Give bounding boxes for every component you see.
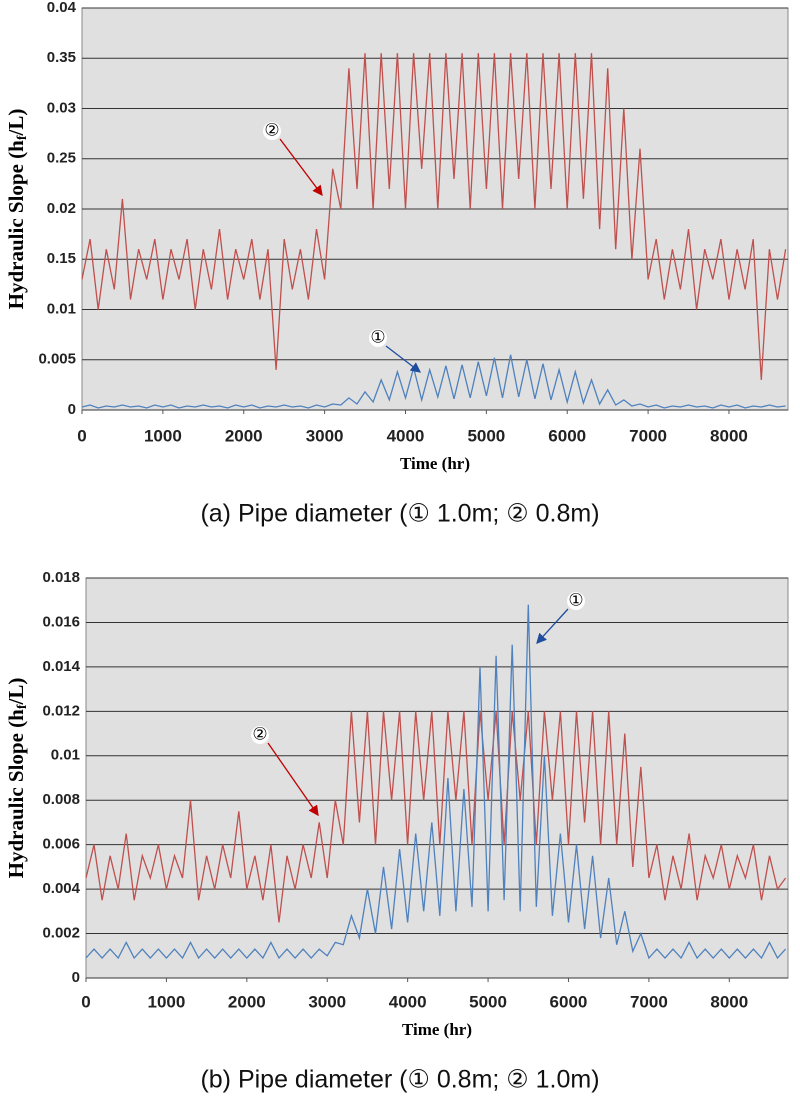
x-tick-label: 5000 [469,992,507,1011]
x-axis-title: Time (hr) [400,454,470,473]
y-tick-label: 0.03 [47,99,76,116]
y-tick-label: 0 [68,401,76,418]
annotation-circle [251,726,269,744]
x-tick-label: 8000 [710,426,748,445]
y-tick-label: 0.25 [47,150,76,167]
y-tick-label: 0.15 [47,250,76,267]
y-tick-label: 0.016 [42,613,80,630]
series-line [81,53,787,380]
x-tick-label: 7000 [629,426,667,445]
y-tick-label: 0.005 [38,351,76,368]
x-tick-label: 8000 [710,992,748,1011]
x-tick-label: 4000 [387,426,425,445]
y-tick-label: 0.01 [47,300,76,317]
y-tick-label: 0.04 [47,0,77,16]
x-tick-label: 1000 [147,992,185,1011]
annotation: ① [370,327,385,346]
annotation-arrow [536,608,569,644]
y-axis-title-part: Hydraulic Slope (h [4,140,28,310]
x-tick-label: 0 [81,992,90,1011]
annotation: ② [264,120,279,139]
y-axis-title-sub: f [15,704,30,709]
annotation: ① [568,590,583,609]
series-line [85,604,787,960]
series-line [85,711,787,923]
y-axis-title-sub: f [15,135,30,140]
caption: (a) Pipe diameter (① 1.0m; ② 0.8m) [200,500,599,528]
x-tick-label: 6000 [550,992,588,1011]
plot-area [85,577,789,979]
y-axis-title: Hydraulic Slope (hf/L) [4,109,30,310]
x-tick-label: 5000 [467,426,505,445]
x-tick-label: 2000 [228,992,266,1011]
y-tick-label: 0.01 [51,747,80,764]
x-tick-label: 3000 [306,426,344,445]
x-tick-label: 7000 [630,992,668,1011]
y-tick-label: 0.006 [42,836,80,853]
annotation-circle [369,329,387,347]
y-tick-label: 0.004 [42,880,80,897]
annotation: ② [252,724,267,743]
series-line [81,354,786,409]
y-tick-label: 0 [72,969,80,986]
y-tick-label: 0.018 [42,569,80,586]
caption: (b) Pipe diameter (① 0.8m; ② 1.0m) [200,1066,599,1094]
x-axis-title: Time (hr) [402,1020,472,1039]
y-axis-title-part: Hydraulic Slope (h [4,709,28,879]
annotation-arrow [267,742,319,817]
y-tick-label: 0.008 [42,791,80,808]
y-tick-label: 0.002 [42,925,80,942]
y-axis-title-end: /L) [4,678,28,706]
y-tick-label: 0.02 [47,200,76,217]
x-tick-label: 3000 [308,992,346,1011]
x-tick-label: 2000 [225,426,263,445]
y-axis-title: Hydraulic Slope (hf/L) [4,678,30,879]
x-tick-label: 6000 [548,426,586,445]
y-tick-label: 0.014 [42,658,80,675]
y-tick-label: 0.012 [42,702,80,719]
annotation-arrow [279,138,323,197]
annotation-circle [567,592,585,610]
annotation-circle [263,122,281,140]
annotation-arrow [385,345,422,373]
x-tick-label: 4000 [389,992,427,1011]
x-tick-label: 0 [77,426,86,445]
y-tick-label: 0.35 [47,49,76,66]
y-axis-title-end: /L) [4,109,28,137]
x-tick-label: 1000 [144,426,182,445]
